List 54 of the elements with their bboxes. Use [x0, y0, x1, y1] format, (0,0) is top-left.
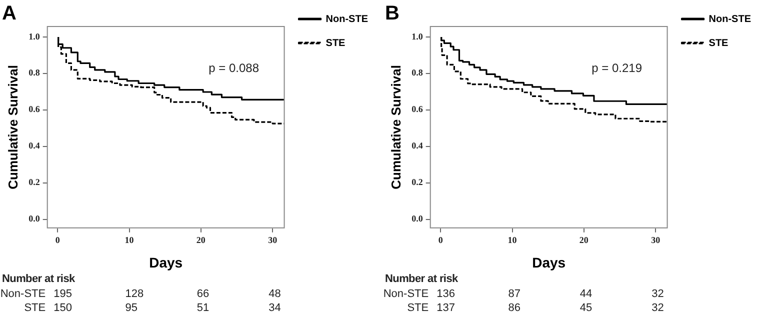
y-tick-label: 0.2: [28, 177, 40, 188]
legend-label: Non-STE: [326, 14, 368, 25]
text: 128: [125, 288, 144, 300]
annotation: p = 0.088: [208, 60, 260, 75]
legend-label: STE: [708, 38, 729, 49]
text: 32: [652, 302, 664, 314]
y-axis-title: Cumulative Survival: [5, 65, 20, 190]
text: Number at risk: [2, 273, 75, 285]
text: Non-STE: [0, 288, 46, 300]
x-tick-label: 10: [508, 235, 518, 246]
y-tick-label: 0.4: [412, 140, 424, 151]
text: 87: [508, 288, 521, 300]
text: 51: [196, 302, 210, 314]
text: 150: [54, 302, 72, 314]
text: Number at risk: [385, 273, 458, 285]
text: 45: [580, 302, 592, 314]
y-axis-title: Cumulative Survival: [388, 65, 404, 190]
chart-title: A: [2, 2, 16, 25]
y-tick-label: 0.8: [412, 68, 424, 78]
text: Non-STE: [383, 288, 429, 300]
y-tick-label: 0.4: [28, 140, 40, 151]
text: 195: [54, 288, 72, 300]
y-tick-label: 1.0: [28, 31, 40, 42]
text: STE: [407, 302, 429, 314]
y-tick-label: 0.2: [412, 177, 424, 188]
y-tick-label: 1.0: [412, 31, 424, 42]
x-tick-label: 10: [124, 235, 134, 246]
y-tick-label: 0.8: [28, 68, 40, 78]
text: 86: [508, 302, 521, 314]
text: 32: [652, 288, 664, 300]
text: 66: [196, 288, 210, 300]
legend-label: Non-STE: [708, 14, 752, 25]
x-tick-label: 30: [651, 235, 661, 246]
x-axis-title: Days: [532, 254, 566, 270]
x-tick-label: 20: [579, 235, 589, 246]
text: 44: [580, 288, 592, 300]
x-tick-label: 20: [196, 235, 206, 246]
x-axis-title: Days: [149, 254, 183, 270]
text: 136: [436, 288, 455, 300]
y-tick-label: 0.6: [28, 104, 40, 114]
annotation: p = 0.219: [592, 60, 642, 75]
y-tick-label: 0.0: [28, 214, 40, 224]
legend-label: STE: [326, 38, 346, 49]
text: 137: [436, 302, 455, 314]
chart-title: B: [385, 2, 400, 25]
text: 48: [268, 288, 281, 300]
text: STE: [24, 302, 46, 314]
y-tick-label: 0.0: [412, 214, 424, 224]
x-tick-label: 0: [55, 235, 60, 246]
x-tick-label: 30: [268, 235, 278, 246]
x-tick-label: 0: [438, 235, 444, 246]
text: 95: [125, 302, 138, 314]
y-tick-label: 0.6: [412, 104, 424, 114]
text: 34: [268, 302, 281, 314]
